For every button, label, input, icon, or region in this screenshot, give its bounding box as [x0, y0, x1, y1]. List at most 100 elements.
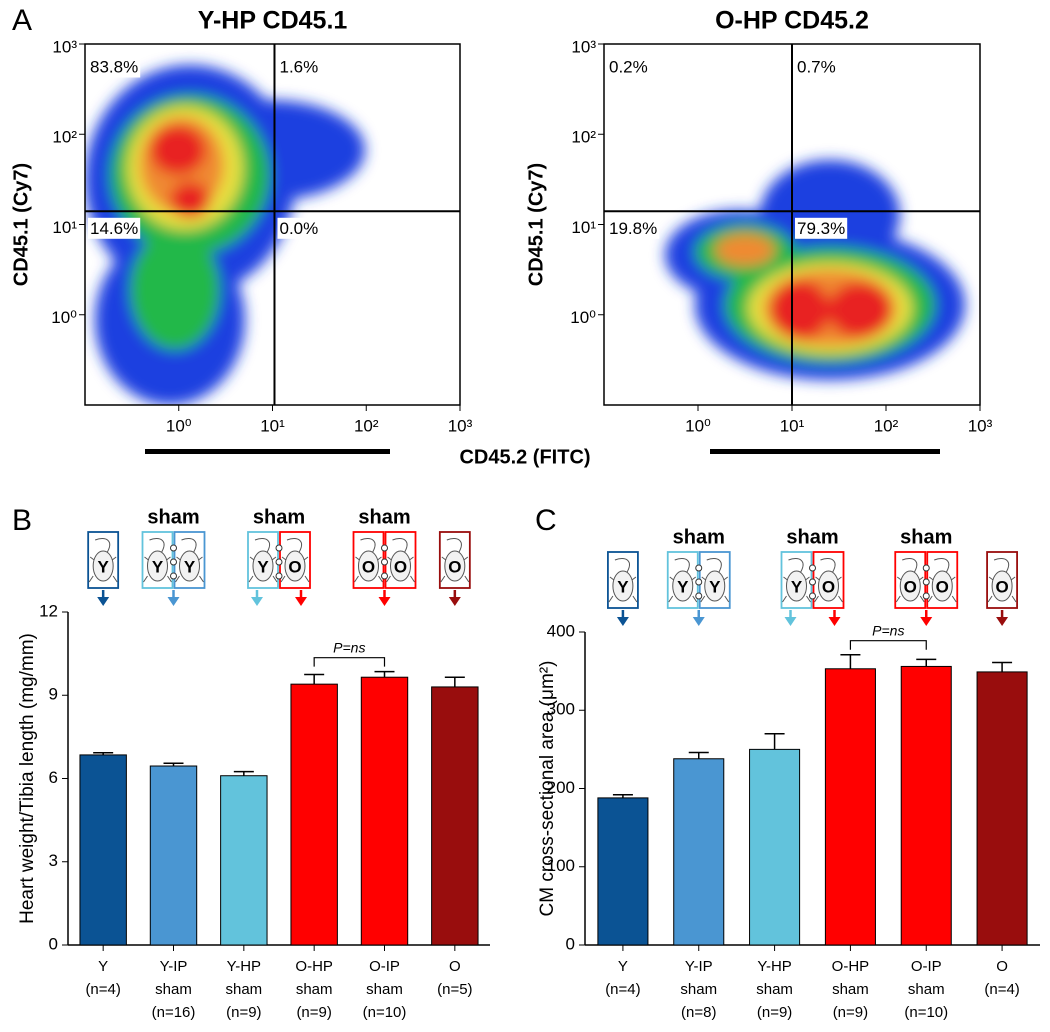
mouse-legs — [782, 576, 811, 603]
icon-arrow-head — [448, 597, 461, 606]
panel-label: A — [12, 4, 32, 37]
decor-bar — [710, 449, 940, 454]
icon-header: sham — [900, 526, 952, 548]
mouse-body — [147, 550, 168, 582]
mouse-legs — [700, 576, 730, 603]
icon-header: sham — [673, 526, 725, 548]
mouse-tail — [934, 558, 950, 575]
icon-arrow-head — [828, 617, 841, 626]
y-axis-title: CD45.1 (Cy7) — [525, 163, 547, 286]
y-axis-title: Heart weight/Tibia length (mg/mm) — [17, 633, 38, 924]
mouse-legs — [248, 556, 278, 583]
suture — [922, 578, 930, 586]
x-tick-label: (n=9) — [833, 1004, 868, 1021]
x-tick-label: 10⁰ — [685, 416, 711, 435]
x-tick-label: sham — [366, 981, 403, 998]
x-tick-label: O-IP — [369, 958, 400, 975]
mouse-tail — [902, 558, 918, 575]
mouse-legs — [814, 576, 843, 603]
quadrant-label-bg — [795, 217, 848, 239]
mouse-body — [179, 550, 200, 582]
x-tick-label: sham — [296, 981, 333, 998]
icon-letter: O — [448, 557, 461, 576]
suture — [275, 544, 283, 552]
y-tick-label: 10⁰ — [570, 308, 596, 327]
x-tick-label: sham — [832, 981, 869, 998]
error-bar — [93, 751, 114, 755]
error-bar — [612, 794, 633, 798]
y-tick-label: 10³ — [571, 37, 596, 56]
y-tick-label: 10² — [52, 128, 77, 147]
comparison-bracket — [313, 657, 386, 667]
icon-arrow-head — [784, 617, 797, 626]
mouse-tail — [446, 538, 462, 555]
quadrant-label-bg — [607, 217, 660, 239]
y-tick-label: 12 — [39, 601, 58, 620]
mouse-body — [612, 570, 634, 602]
x-tick-label: Y-HP — [227, 958, 261, 975]
x-tick-label: 10² — [874, 416, 899, 435]
y-tick-label: 9 — [49, 685, 58, 704]
quadrant-label: 14.6% — [90, 219, 138, 238]
bar — [749, 748, 801, 946]
x-tick-label: (n=4) — [85, 981, 120, 998]
x-tick-label: 10⁰ — [166, 416, 192, 435]
icon-arrow-head — [251, 597, 263, 606]
mouse-body — [672, 570, 694, 602]
icon-letter: O — [904, 577, 917, 596]
bar — [824, 668, 876, 946]
quadrant-label: 1.6% — [279, 57, 318, 76]
panel-label: C — [535, 504, 557, 537]
bar — [431, 686, 479, 946]
x-tick-label: sham — [908, 981, 945, 998]
x-tick-label: sham — [680, 981, 717, 998]
mouse-body — [931, 570, 953, 602]
mouse-tail — [360, 538, 376, 555]
y-tick-label: 0 — [49, 934, 58, 953]
mouse-legs — [987, 576, 1017, 603]
mouse-tail — [674, 558, 690, 575]
x-tick-label: 10³ — [448, 416, 473, 435]
suture — [170, 572, 177, 580]
mouse-body — [704, 570, 726, 602]
bar — [149, 765, 198, 946]
suture — [922, 564, 930, 572]
icon-arrow-head — [920, 617, 933, 626]
mouse-body — [991, 570, 1013, 602]
x-tick-label: (n=16) — [152, 1004, 196, 1021]
mouse-tail — [94, 538, 111, 555]
mouse-legs — [280, 556, 310, 583]
error-bar — [233, 770, 254, 776]
icon-arrow-head — [996, 617, 1009, 626]
x-tick-label: O-IP — [911, 958, 942, 975]
icon-letter: Y — [709, 577, 721, 596]
mouse-legs — [440, 556, 470, 583]
x-tick-label: (n=10) — [904, 1004, 948, 1021]
bar — [900, 665, 952, 946]
error-bar — [374, 670, 395, 678]
suture — [170, 544, 177, 552]
error-bar — [764, 732, 785, 750]
error-bar — [916, 658, 937, 667]
mouse-body — [390, 550, 411, 582]
suture — [809, 564, 816, 572]
mouse-tail — [181, 538, 197, 555]
error-bar — [688, 751, 709, 759]
y-tick-label: 10² — [571, 128, 596, 147]
decor-bar — [145, 449, 390, 454]
panel-label: B — [12, 504, 32, 537]
x-axis-title: CD45.2 (FITC) — [459, 446, 590, 468]
error-bar — [840, 653, 861, 669]
mouse-legs — [386, 556, 415, 583]
x-tick-label: O-HP — [295, 958, 333, 975]
mouse-legs — [668, 576, 698, 603]
mouse-body — [899, 570, 921, 602]
x-tick-label: sham — [225, 981, 262, 998]
icon-letter: O — [288, 557, 301, 576]
x-tick-label: 10² — [354, 416, 379, 435]
quadrant-label-bg — [795, 56, 838, 78]
y-tick-label: 0 — [566, 934, 575, 953]
chart-title: Y-HP CD45.1 — [198, 7, 348, 35]
error-bar — [163, 762, 184, 767]
